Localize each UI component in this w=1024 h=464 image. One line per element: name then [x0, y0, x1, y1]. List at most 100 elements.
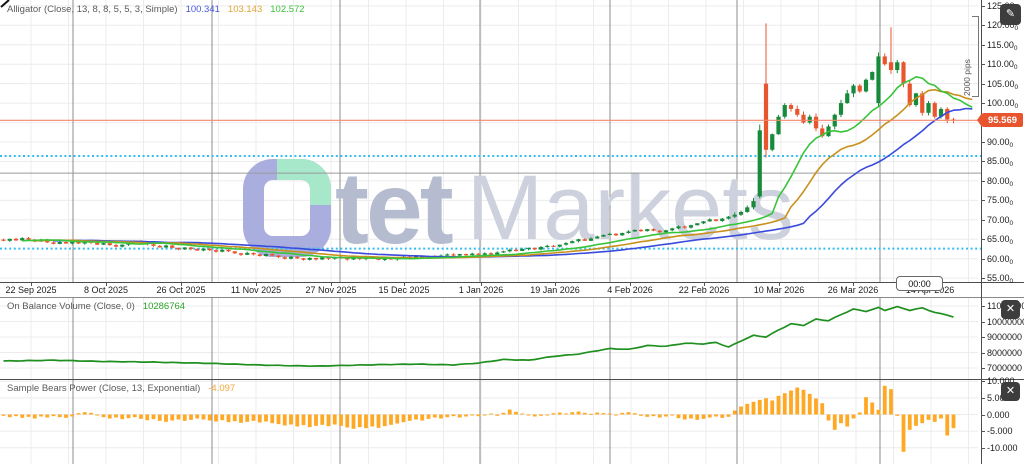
price-axis-line [981, 0, 982, 464]
price-axis-tick [981, 64, 985, 66]
bears-axis-tick [981, 381, 985, 383]
obv-indicator-row: On Balance Volume (Close, 0) 10286764 [7, 301, 185, 312]
alligator-teeth-value: 103.143 [227, 4, 263, 15]
date-axis-label: 11 Nov 2025 [230, 285, 282, 295]
main-chart-grid [0, 0, 978, 282]
bears-close-button[interactable]: ✕ [1001, 382, 1020, 401]
price-axis-tick [981, 258, 985, 260]
obv-axis-tick [981, 352, 985, 354]
watermark: tet Markets [243, 156, 794, 260]
price-axis-label: 80.000 [987, 175, 1014, 188]
price-axis-label: 110.000 [987, 59, 1018, 72]
date-axis-tick [555, 283, 556, 286]
price-axis-tick [981, 219, 985, 221]
price-axis-label: 120.000 [987, 20, 1019, 33]
price-axis-label: 100.000 [987, 98, 1019, 111]
obv-axis-label: 10000000 [987, 316, 1024, 327]
date-axis-tick [31, 283, 32, 286]
watermark-text-otet: tet [335, 151, 454, 265]
pips-scale-label: 2000 pips [962, 59, 972, 96]
obv-axis-label: 7000000 [987, 363, 1023, 373]
price-axis-tick [981, 83, 985, 85]
date-axis-tick [481, 283, 482, 286]
date-axis-label: 26 Mar 2026 [827, 285, 879, 295]
obv-axis-label: 9000000 [987, 332, 1023, 342]
crosshair-time-tag: 00:00 [896, 276, 943, 291]
obv-axis-tick [981, 337, 985, 338]
bears-indicator-row: Sample Bears Power (Close, 13, Exponenti… [7, 383, 235, 394]
edit-icon: ✎ [1005, 8, 1016, 20]
price-axis-tick [981, 142, 985, 143]
price-axis-label: 70.000 [987, 214, 1014, 227]
price-axis-tick [981, 103, 985, 105]
bears-power-chart[interactable] [0, 379, 981, 464]
price-axis-tick [981, 200, 985, 202]
bears-axis-tick [981, 447, 985, 449]
obv-value: 10286764 [142, 301, 186, 312]
alligator-indicator-row: Alligator (Close, 13, 8, 8, 5, 5, 3, Sim… [7, 4, 305, 15]
close-icon: ✕ [1005, 385, 1016, 397]
date-axis-tick [181, 283, 182, 286]
date-axis-tick [404, 283, 405, 286]
price-axis-label: 105.000 [987, 78, 1019, 91]
date-axis-label: 4 Feb 2026 [607, 285, 653, 295]
date-axis-tick [106, 283, 107, 286]
close-icon: ✕ [1005, 303, 1016, 315]
pips-scale-bracket [972, 16, 979, 97]
price-axis-tick [981, 239, 985, 241]
date-axis-label: 15 Dec 2025 [378, 285, 430, 295]
date-axis-tick [853, 283, 854, 286]
obv-close-button[interactable]: ✕ [1001, 300, 1020, 319]
price-tag-arrow-icon [977, 113, 982, 127]
bears-axis-tick [981, 414, 985, 416]
main-axis-separator [0, 282, 1024, 283]
bears-top-separator [0, 379, 1024, 380]
date-axis-label: 19 Jan 2026 [530, 285, 580, 295]
bears-axis-label: 5.000 [987, 392, 1010, 403]
bears-value: -4.097 [208, 383, 236, 394]
obv-axis-tick [981, 306, 985, 307]
price-axis-label: 55.000 [987, 273, 1014, 286]
bears-axis-label: -5.000 [987, 426, 1013, 437]
date-axis-label: 22 Sep 2025 [5, 285, 57, 295]
alligator-lips-value: 102.572 [270, 4, 305, 15]
obv-axis-label: 8000000 [987, 347, 1023, 358]
watermark-logo-icon [243, 159, 331, 257]
obv-label: On Balance Volume (Close, 0) [7, 301, 135, 312]
main-chart[interactable] [0, 0, 981, 282]
alligator-label: Alligator (Close, 13, 8, 8, 5, 5, 3, Sim… [7, 4, 178, 15]
date-axis-tick [630, 283, 631, 286]
obv-chart[interactable] [0, 297, 981, 379]
date-axis-label: 1 Jan 2026 [458, 285, 504, 295]
date-axis-label: 26 Oct 2025 [156, 285, 206, 295]
price-axis-label: 115.000 [987, 39, 1018, 52]
bears-axis-label: -10.000 [987, 442, 1018, 453]
price-axis-label: 85.000 [987, 156, 1014, 169]
bears-axis-tick [981, 397, 985, 399]
obv-axis-tick [981, 321, 985, 323]
date-axis-label: 10 Mar 2026 [753, 285, 805, 295]
watermark-text-markets: Markets [466, 157, 794, 259]
bears-axis-label: 10.000 [987, 376, 1015, 387]
price-axis-tick [981, 161, 985, 163]
date-axis-tick [331, 283, 332, 286]
price-axis-label: 90.000 [987, 137, 1014, 149]
price-axis-tick [981, 44, 985, 46]
price-axis-label: 75.000 [987, 195, 1014, 208]
date-axis-label: 8 Oct 2025 [83, 285, 129, 295]
edit-chart-button[interactable]: ✎ [1000, 4, 1021, 25]
alligator-jaw-value: 100.341 [185, 4, 220, 15]
bears-axis-label: 0.000 [987, 409, 1010, 420]
obv-top-separator [0, 297, 1024, 298]
price-axis-tick [981, 180, 985, 182]
current-price-tag: 95.569 [977, 113, 1023, 127]
obv-axis-tick [981, 368, 985, 369]
bears-label: Sample Bears Power (Close, 13, Exponenti… [7, 383, 201, 394]
date-axis-tick [779, 283, 780, 286]
price-axis-tick [981, 278, 985, 280]
price-axis-label: 65.000 [987, 234, 1014, 247]
price-axis-label: 60.000 [987, 253, 1014, 266]
date-axis-label: 22 Feb 2026 [678, 285, 730, 295]
date-axis-tick [256, 283, 257, 286]
